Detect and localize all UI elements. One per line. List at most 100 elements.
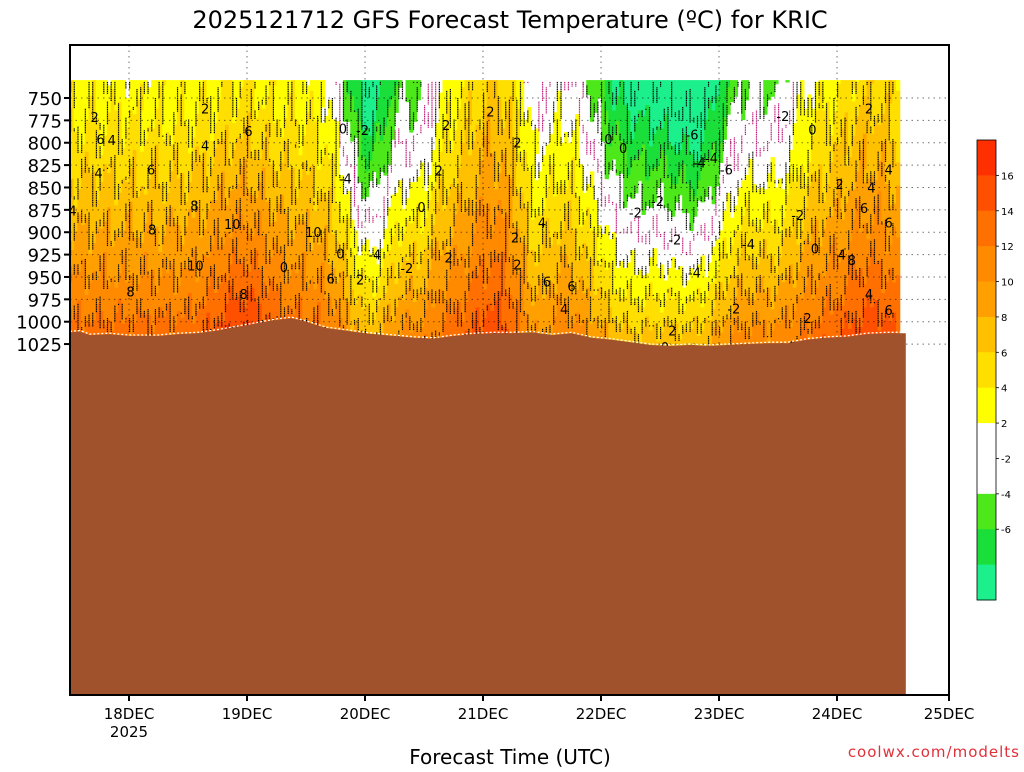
temperature-cell — [829, 135, 834, 164]
isotherm — [158, 130, 160, 132]
isotherm — [81, 216, 83, 218]
isotherm — [99, 325, 101, 327]
isotherm — [291, 264, 293, 266]
isotherm — [302, 92, 304, 94]
isotherm — [103, 132, 105, 134]
isotherm — [283, 124, 286, 127]
isotherm — [239, 81, 241, 84]
isotherm — [95, 232, 98, 234]
isotherm — [140, 302, 142, 304]
isotherm — [261, 142, 263, 144]
isotherm — [302, 139, 304, 141]
isotherm — [132, 319, 134, 322]
isotherm — [143, 89, 145, 91]
isotherm — [276, 285, 278, 288]
isotherm — [250, 293, 252, 295]
isotherm — [199, 89, 201, 91]
isotherm — [243, 191, 245, 193]
isotherm — [202, 259, 204, 261]
temperature-cell — [715, 96, 720, 160]
temperature-cell — [272, 123, 278, 172]
isotherm — [213, 318, 216, 320]
isotherm — [110, 166, 112, 168]
isotherm — [258, 321, 260, 323]
temperature-cell — [210, 244, 215, 269]
isotherm — [151, 221, 153, 223]
temperature-cell — [117, 273, 123, 300]
isotherm — [269, 198, 271, 200]
temperature-cell — [490, 310, 495, 341]
isotherm — [117, 266, 120, 268]
isotherm — [291, 312, 293, 314]
isotherm — [291, 167, 293, 169]
temperature-cell — [335, 241, 340, 283]
isotherm — [232, 228, 234, 230]
temperature-cell — [188, 293, 193, 359]
temperature-cell — [291, 167, 296, 240]
isotherm — [165, 266, 168, 268]
temperature-cell — [272, 291, 278, 323]
isotherm — [81, 262, 83, 264]
isotherm — [261, 287, 263, 289]
isotherm — [180, 115, 182, 118]
isotherm — [77, 148, 79, 150]
isotherm — [81, 142, 83, 144]
temperature-cell — [464, 302, 469, 332]
isotherm — [176, 87, 179, 89]
isotherm — [258, 187, 260, 189]
isotherm — [217, 234, 219, 236]
temperature-cell — [199, 269, 204, 305]
isotherm — [106, 212, 109, 214]
temperature-cell — [873, 119, 879, 181]
isotherm — [143, 312, 145, 314]
isotherm — [114, 169, 116, 171]
isotherm — [298, 262, 300, 264]
isotherm — [92, 103, 94, 105]
isotherm — [206, 284, 208, 286]
isotherm — [95, 225, 98, 227]
isotherm — [92, 239, 94, 241]
isotherm — [99, 307, 101, 309]
isotherm — [125, 137, 127, 139]
isotherm — [294, 228, 297, 230]
isotherm — [84, 321, 86, 323]
isotherm — [287, 235, 289, 237]
isotherm — [243, 260, 245, 263]
isotherm — [272, 167, 275, 169]
temperature-cell — [553, 316, 558, 346]
isotherm — [180, 96, 182, 98]
temperature-cell — [516, 80, 521, 110]
isotherm — [232, 219, 234, 221]
isotherm — [143, 219, 145, 221]
isotherm — [265, 148, 267, 150]
isotherm — [184, 307, 186, 309]
isotherm — [165, 192, 168, 195]
isotherm — [291, 192, 293, 195]
temperature-cell — [147, 126, 152, 180]
temperature-cell — [435, 241, 440, 300]
temperature-cell — [180, 268, 185, 319]
isotherm — [269, 221, 271, 223]
isotherm — [306, 112, 308, 114]
isotherm — [239, 309, 241, 311]
temperature-cell — [449, 183, 455, 239]
isotherm — [77, 307, 79, 309]
isotherm — [272, 105, 275, 107]
temperature-cell — [770, 225, 775, 257]
isotherm — [129, 208, 131, 211]
isotherm — [95, 230, 98, 232]
isotherm — [239, 225, 241, 227]
temperature-cell — [176, 80, 182, 101]
temperature-cell — [564, 189, 569, 214]
isotherm — [162, 83, 164, 85]
isotherm — [283, 307, 286, 309]
isotherm — [191, 157, 193, 159]
isotherm — [132, 239, 134, 241]
isotherm — [302, 260, 304, 263]
isotherm — [73, 264, 75, 266]
isotherm — [162, 105, 164, 107]
isotherm — [77, 135, 79, 137]
isotherm — [199, 92, 201, 94]
isotherm — [140, 87, 142, 89]
isotherm — [151, 275, 153, 277]
